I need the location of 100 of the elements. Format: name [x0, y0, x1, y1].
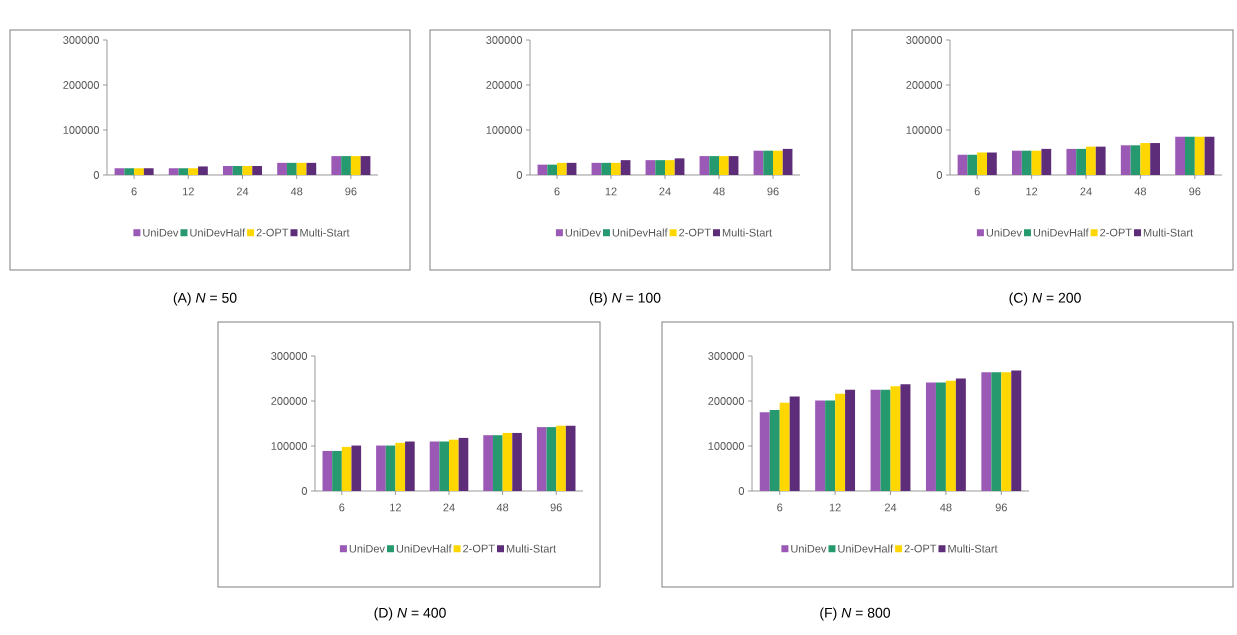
legend-label: UniDev — [349, 544, 385, 553]
bar — [341, 446, 352, 491]
bar — [665, 160, 675, 175]
bar — [925, 382, 936, 491]
legend-label: UniDev — [986, 228, 1022, 237]
x-tick-label: 48 — [1134, 187, 1147, 196]
x-tick-label: 12 — [390, 503, 401, 512]
bar — [991, 372, 1002, 491]
bar — [981, 372, 992, 491]
bar — [124, 168, 135, 175]
legend-label: Multi-Start — [948, 544, 998, 553]
bar — [536, 427, 547, 491]
bar — [351, 445, 362, 491]
bar — [645, 160, 656, 175]
bar — [114, 168, 125, 175]
bar — [955, 378, 966, 491]
bar — [835, 393, 846, 491]
bar — [222, 166, 233, 175]
y-tick-label: 300000 — [271, 352, 308, 360]
y-tick-label: 200000 — [271, 397, 308, 405]
x-tick-label: 6 — [339, 503, 345, 512]
bar — [512, 432, 522, 491]
bar — [134, 168, 144, 175]
x-tick-label: 48 — [713, 187, 725, 196]
x-tick-label: 48 — [940, 503, 952, 512]
bar — [779, 402, 790, 491]
bar — [376, 445, 386, 491]
bar — [331, 156, 342, 175]
y-tick-label: 200000 — [486, 81, 523, 89]
legend-label: UniDev — [143, 228, 179, 237]
y-tick-label: 0 — [936, 171, 943, 179]
y-tick-label: 300000 — [906, 36, 943, 44]
bar — [198, 166, 208, 175]
legend-label: 2-OPT — [1100, 228, 1132, 237]
bar — [1140, 143, 1151, 175]
bar — [601, 162, 611, 175]
bar — [178, 168, 189, 175]
bar — [1001, 372, 1012, 491]
legend-label: UniDevHalf — [396, 544, 452, 553]
x-tick-label: 6 — [777, 503, 783, 512]
x-tick-label: 24 — [1080, 187, 1092, 196]
legend-label: UniDev — [565, 228, 601, 237]
legend-label: UniDevHalf — [838, 544, 894, 553]
bar — [395, 442, 406, 491]
bar — [709, 156, 720, 175]
bar — [492, 435, 503, 491]
x-tick-label: 48 — [496, 503, 509, 512]
x-tick-label: 96 — [550, 503, 562, 512]
legend-label: UniDevHalf — [190, 228, 246, 237]
bar — [945, 380, 956, 491]
bar — [1021, 150, 1032, 175]
y-tick-label: 200000 — [63, 81, 100, 89]
bar — [143, 168, 154, 175]
bar — [674, 158, 685, 175]
legend-label: Multi-Start — [300, 228, 350, 237]
bar — [429, 441, 440, 491]
bar — [967, 154, 978, 175]
bar — [449, 439, 459, 491]
y-tick-label: 0 — [738, 487, 745, 495]
bar — [1204, 136, 1215, 175]
x-tick-label: 24 — [659, 187, 671, 196]
y-tick-label: 0 — [516, 171, 523, 179]
bar — [286, 162, 297, 175]
bar — [188, 168, 199, 175]
bar — [458, 437, 469, 491]
bar — [502, 432, 513, 491]
text: (F) N = 800 — [820, 607, 891, 621]
bar — [557, 162, 567, 175]
x-tick-label: 6 — [974, 187, 980, 196]
bar — [655, 160, 666, 175]
legend-label: 2-OPT — [256, 228, 289, 237]
bar — [296, 162, 307, 175]
bar — [1150, 143, 1160, 175]
bar — [957, 154, 968, 175]
bar — [341, 156, 351, 175]
bar — [1031, 150, 1042, 175]
bar — [1011, 370, 1022, 491]
legend-label: 2-OPT — [463, 544, 495, 553]
bar — [935, 382, 946, 491]
legend-label: Multi-Start — [722, 228, 773, 237]
bar — [350, 156, 361, 175]
x-tick-label: 12 — [605, 187, 617, 196]
bar — [1120, 145, 1131, 175]
bar — [483, 435, 493, 491]
bar — [565, 425, 576, 491]
x-tick-label: 12 — [183, 187, 194, 196]
bar — [566, 162, 577, 175]
bar — [232, 166, 243, 175]
bar — [556, 425, 566, 491]
bar — [385, 445, 396, 491]
bar — [977, 152, 987, 175]
bar — [880, 389, 891, 491]
bar — [405, 441, 415, 491]
bar — [699, 156, 710, 175]
bar — [1194, 136, 1205, 175]
y-tick-label: 300000 — [486, 36, 523, 44]
text: (C) N = 200 — [1009, 292, 1081, 306]
bar — [277, 162, 287, 175]
bar — [773, 150, 783, 175]
text: (D) N = 400 — [374, 607, 446, 621]
